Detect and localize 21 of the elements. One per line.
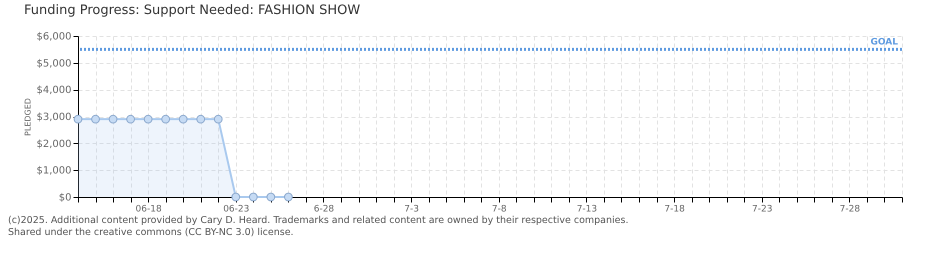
x-tick-label: 06-18 [136, 204, 162, 214]
y-tick-label: $2,000 [36, 138, 72, 150]
x-tick-label: 7-3 [404, 204, 419, 214]
y-tick-label: $5,000 [36, 58, 72, 70]
y-tick-label: $1,000 [36, 166, 72, 177]
chart-title: Funding Progress: Support Needed: FASHION SHOW [24, 3, 360, 18]
ref-line-label: GOAL [870, 37, 898, 48]
text: (c)2025. Additional content provided by Cary D. Heard. Trademarks and related content are owned by their respective companies. [7, 215, 630, 227]
y-tick-label: $0 [58, 192, 72, 204]
x-tick-label: 7-8 [492, 204, 507, 214]
x-tick-label: 7-13 [576, 204, 598, 214]
x-tick-label: 7-23 [752, 204, 772, 214]
y-tick-label: $4,000 [36, 85, 72, 96]
y-axis-title: PLEDGED [24, 98, 33, 136]
y-tick-label: $6,000 [36, 32, 72, 42]
text: Shared under the creative commons (CC BY-NC 3.0) license. [7, 227, 295, 239]
x-tick-label: 7-18 [664, 204, 686, 214]
x-tick-label: 6-28 [314, 204, 334, 214]
y-tick-label: $3,000 [36, 112, 72, 123]
x-tick-label: 7-28 [840, 204, 860, 214]
x-tick-label: 06-23 [223, 204, 250, 214]
